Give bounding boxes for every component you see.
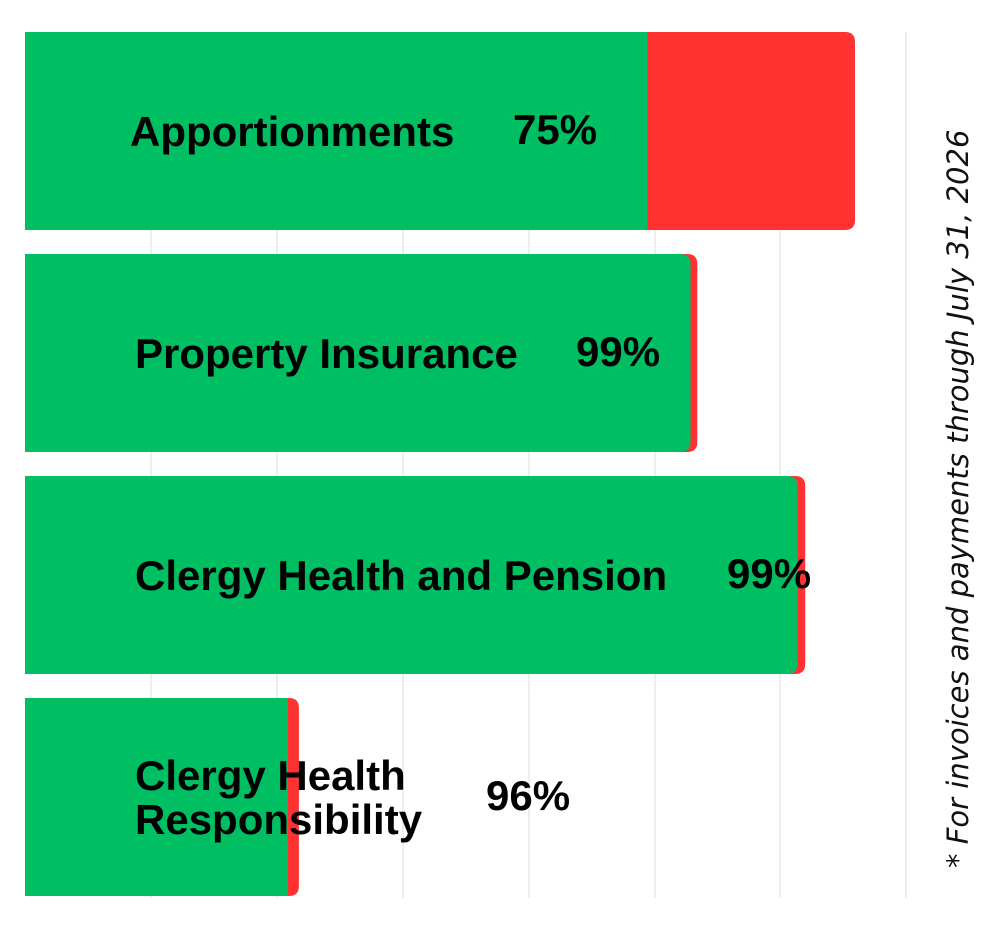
category-label-apportionments: Apportionments: [130, 108, 454, 155]
bar-labels: Apportionments 75% Property Insurance 99% Cl…: [130, 106, 811, 843]
bar-paid-property-insurance: [25, 254, 691, 452]
bar-paid-apportionments: [25, 32, 648, 230]
category-label-clergy-health-and-pension: Clergy Health and Pension: [135, 552, 667, 599]
category-label-clergy-health-responsibility: Responsibility: [135, 796, 423, 843]
category-label-property-insurance: Property Insurance: [135, 330, 518, 377]
percent-label-apportionments: 75%: [513, 106, 597, 153]
percent-label-clergy-health-and-pension: 99%: [727, 550, 811, 597]
percent-label-clergy-health-responsibility: 96%: [486, 772, 570, 819]
bars: [25, 32, 855, 896]
category-label-clergy-health-responsibility: Clergy Health: [135, 752, 406, 799]
bar-paid-clergy-health-and-pension: [25, 476, 798, 674]
bar-paid-clergy-health-responsibility: [25, 698, 288, 896]
percent-label-property-insurance: 99%: [576, 328, 660, 375]
footnote: * For invoices and payments through July…: [941, 130, 975, 868]
